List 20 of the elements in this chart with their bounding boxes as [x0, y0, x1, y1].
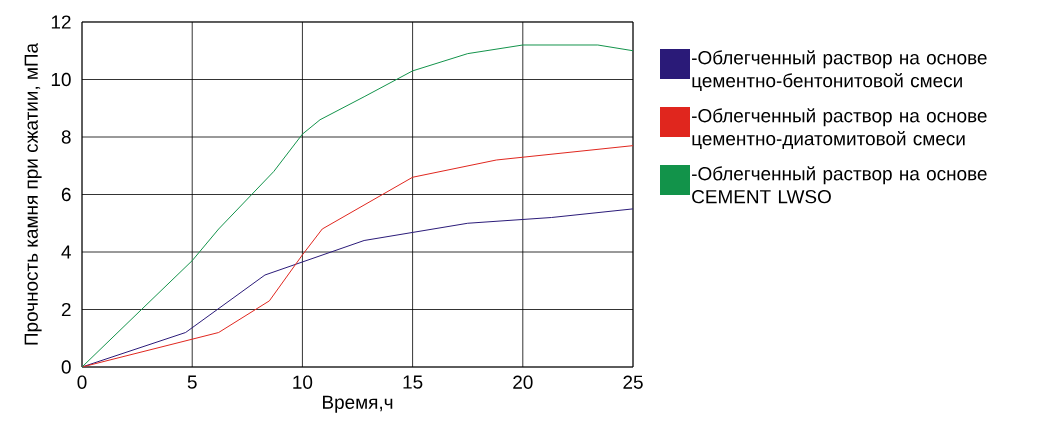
x-tick-label: 15	[403, 375, 423, 389]
y-tick-label: 10	[51, 72, 71, 87]
y-tick-label: 4	[61, 245, 71, 259]
line-series	[82, 145, 634, 367]
legend-label: -Облегченный раствор на основе CEMENT LWSO	[692, 166, 987, 204]
y-tick-label: 12	[51, 15, 71, 29]
x-tick-label: 25	[623, 375, 643, 389]
legend-label: -Облегченный раствор на основе цементно-бентонитовой смеси	[692, 50, 987, 91]
y-tick-label: 8	[61, 130, 71, 144]
y-axis-title: Прочность камня при сжатии, мПа	[24, 42, 42, 345]
y-tick-label: 2	[61, 302, 71, 317]
line-series	[82, 208, 634, 367]
x-tick-label: 5	[187, 375, 197, 389]
y-tick-label: 6	[61, 187, 71, 202]
x-tick-label: 20	[513, 375, 533, 389]
legend-label: -Облегченный раствор на основе цементно-диатомитовой смеси	[692, 108, 987, 149]
x-axis-title: Время,ч	[323, 395, 393, 413]
x-tick-label: 10	[293, 375, 313, 389]
x-tick-label: 0	[77, 375, 87, 389]
y-tick-label: 0	[61, 360, 71, 374]
